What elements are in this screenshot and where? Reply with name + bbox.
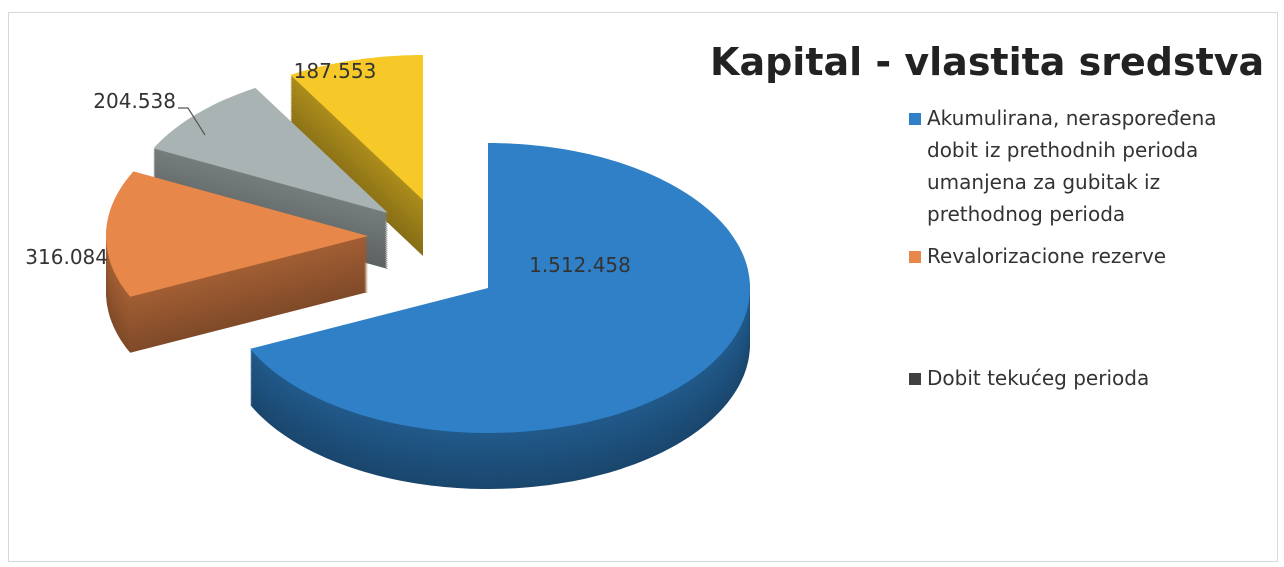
pie-slice: [290, 55, 423, 256]
slice-top: [290, 55, 423, 200]
data-label: 204.538: [93, 89, 176, 113]
slice-top: [106, 171, 368, 297]
legend-swatch: [909, 373, 921, 385]
legend-swatch: [909, 113, 921, 125]
chart-frame: [8, 12, 1278, 562]
data-label: 316.084: [25, 245, 108, 269]
data-label: 1.512.458: [529, 253, 631, 277]
legend-entry: Akumulirana, neraspoređena dobit iz pret…: [905, 102, 1255, 230]
chart-title: Kapital - vlastita sredstva: [710, 40, 1265, 84]
legend-label: Revalorizacione rezerve: [927, 244, 1167, 268]
legend-entry: Revalorizacione rezerve: [905, 240, 1255, 272]
slice-top: [250, 143, 750, 433]
legend: Akumulirana, neraspoređena dobit iz pret…: [905, 102, 1255, 484]
legend-label: Dobit tekućeg perioda: [927, 366, 1150, 390]
data-label: 187.553: [294, 59, 377, 83]
pie-slice: [106, 171, 368, 353]
legend-entry: [905, 404, 1255, 474]
slice-top: [153, 87, 388, 213]
leader-line: [178, 107, 206, 136]
legend-entry: Dobit tekućeg perioda: [905, 362, 1255, 394]
legend-label: Akumulirana, neraspoređena dobit iz pret…: [927, 106, 1217, 226]
legend-swatch: [909, 251, 921, 263]
pie-slice: [250, 143, 750, 489]
